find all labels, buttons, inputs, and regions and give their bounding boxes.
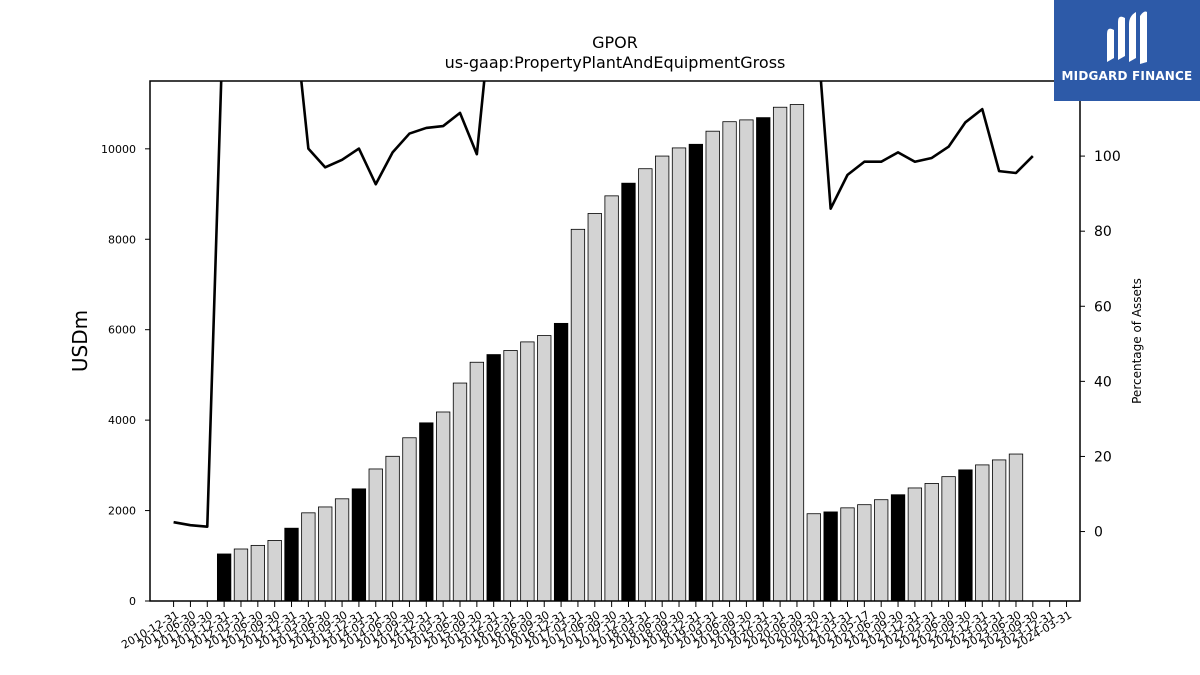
bar-2020-03-31 — [772, 106, 788, 602]
bar-2015-06-30 — [452, 382, 468, 602]
bar-2023-06-30 — [991, 459, 1007, 602]
bar-2021-06-30 — [857, 504, 872, 602]
logo-text: MIDGARD FINANCE — [1061, 69, 1193, 83]
bar-2012-12-31 — [284, 527, 299, 602]
bar-2019-12-31 — [756, 117, 771, 602]
bar-2011-12-31 — [216, 553, 232, 602]
bar-2015-12-31 — [486, 354, 501, 602]
bar-2018-12-31 — [688, 143, 704, 602]
y-axis-label: USDm — [68, 310, 92, 372]
bar-2013-12-31 — [351, 488, 367, 602]
bar-2012-06-30 — [250, 544, 265, 602]
bar-2019-09-30 — [739, 119, 754, 602]
bar-2019-03-31 — [705, 130, 720, 602]
bar-2018-06-30 — [655, 155, 670, 602]
bar-2021-12-31 — [890, 494, 906, 602]
bar-2022-06-30 — [924, 483, 939, 602]
bar-2017-12-31 — [621, 182, 636, 602]
bar-2016-06-30 — [520, 341, 535, 602]
bar-2016-03-31 — [503, 350, 518, 602]
bar-2020-12-31 — [823, 511, 838, 602]
bar-2013-06-30 — [318, 506, 333, 602]
bar-2014-09-30 — [402, 437, 417, 602]
y2-tick-label: 0 — [1094, 525, 1103, 541]
bar-2014-06-30 — [385, 455, 400, 602]
bar-2022-12-31 — [958, 469, 973, 602]
bar-2016-12-31 — [553, 322, 569, 602]
bar-2018-09-30 — [671, 147, 687, 602]
chart-subtitle: us-gaap:PropertyPlantAndEquipmentGross — [445, 53, 786, 72]
bar-2021-05-17 — [840, 507, 855, 602]
y2-tick-label: 60 — [1094, 299, 1112, 315]
bar-2017-09-30 — [604, 195, 619, 602]
y-tick-label: 2000 — [108, 505, 136, 518]
bar-2015-09-30 — [469, 361, 484, 602]
bar-2021-09-30 — [874, 499, 889, 602]
plot-frame — [149, 80, 1081, 602]
bar-2013-03-31 — [301, 512, 316, 602]
chart-title: GPOR — [592, 33, 638, 52]
bar-2012-03-31 — [233, 548, 249, 602]
y-tick-label: 0 — [129, 595, 136, 608]
bar-2022-03-31 — [907, 487, 923, 602]
percentage-line — [173, 81, 1034, 528]
y2-tick-label: 40 — [1094, 374, 1112, 390]
y2-tick-label: 100 — [1094, 149, 1121, 165]
y2-axis-label: Percentage of Assets — [1130, 278, 1144, 404]
bar-2019-06-30 — [722, 121, 737, 602]
y-tick-label: 4000 — [108, 414, 136, 427]
y-tick-label: 6000 — [108, 324, 136, 337]
bar-2023-03-31 — [975, 464, 990, 602]
midgard-logo-icon — [1107, 11, 1147, 64]
bar-2020-06-30 — [789, 104, 805, 602]
logo: MIDGARD FINANCE — [1054, 0, 1200, 101]
bar-2022-09-30 — [941, 476, 956, 602]
bar-2016-09-30 — [537, 335, 552, 602]
y-tick-label: 10000 — [101, 143, 136, 156]
bar-2023-09-30 — [1008, 453, 1024, 602]
bar-2013-09-30 — [334, 498, 350, 602]
bar-2012-09-30 — [267, 540, 282, 602]
y2-tick-label: 80 — [1094, 224, 1112, 240]
bar-2014-12-31 — [419, 422, 434, 602]
bar-2014-03-31 — [368, 468, 383, 602]
bar-2017-06-30 — [587, 213, 602, 602]
y2-tick-label: 20 — [1094, 449, 1112, 465]
bar-2020-09-30 — [806, 513, 821, 602]
bar-2015-03-31 — [436, 411, 451, 602]
bar-2017-03-31 — [570, 228, 586, 602]
bar-2018-03-31 — [638, 168, 653, 602]
y-tick-label: 8000 — [108, 233, 136, 246]
